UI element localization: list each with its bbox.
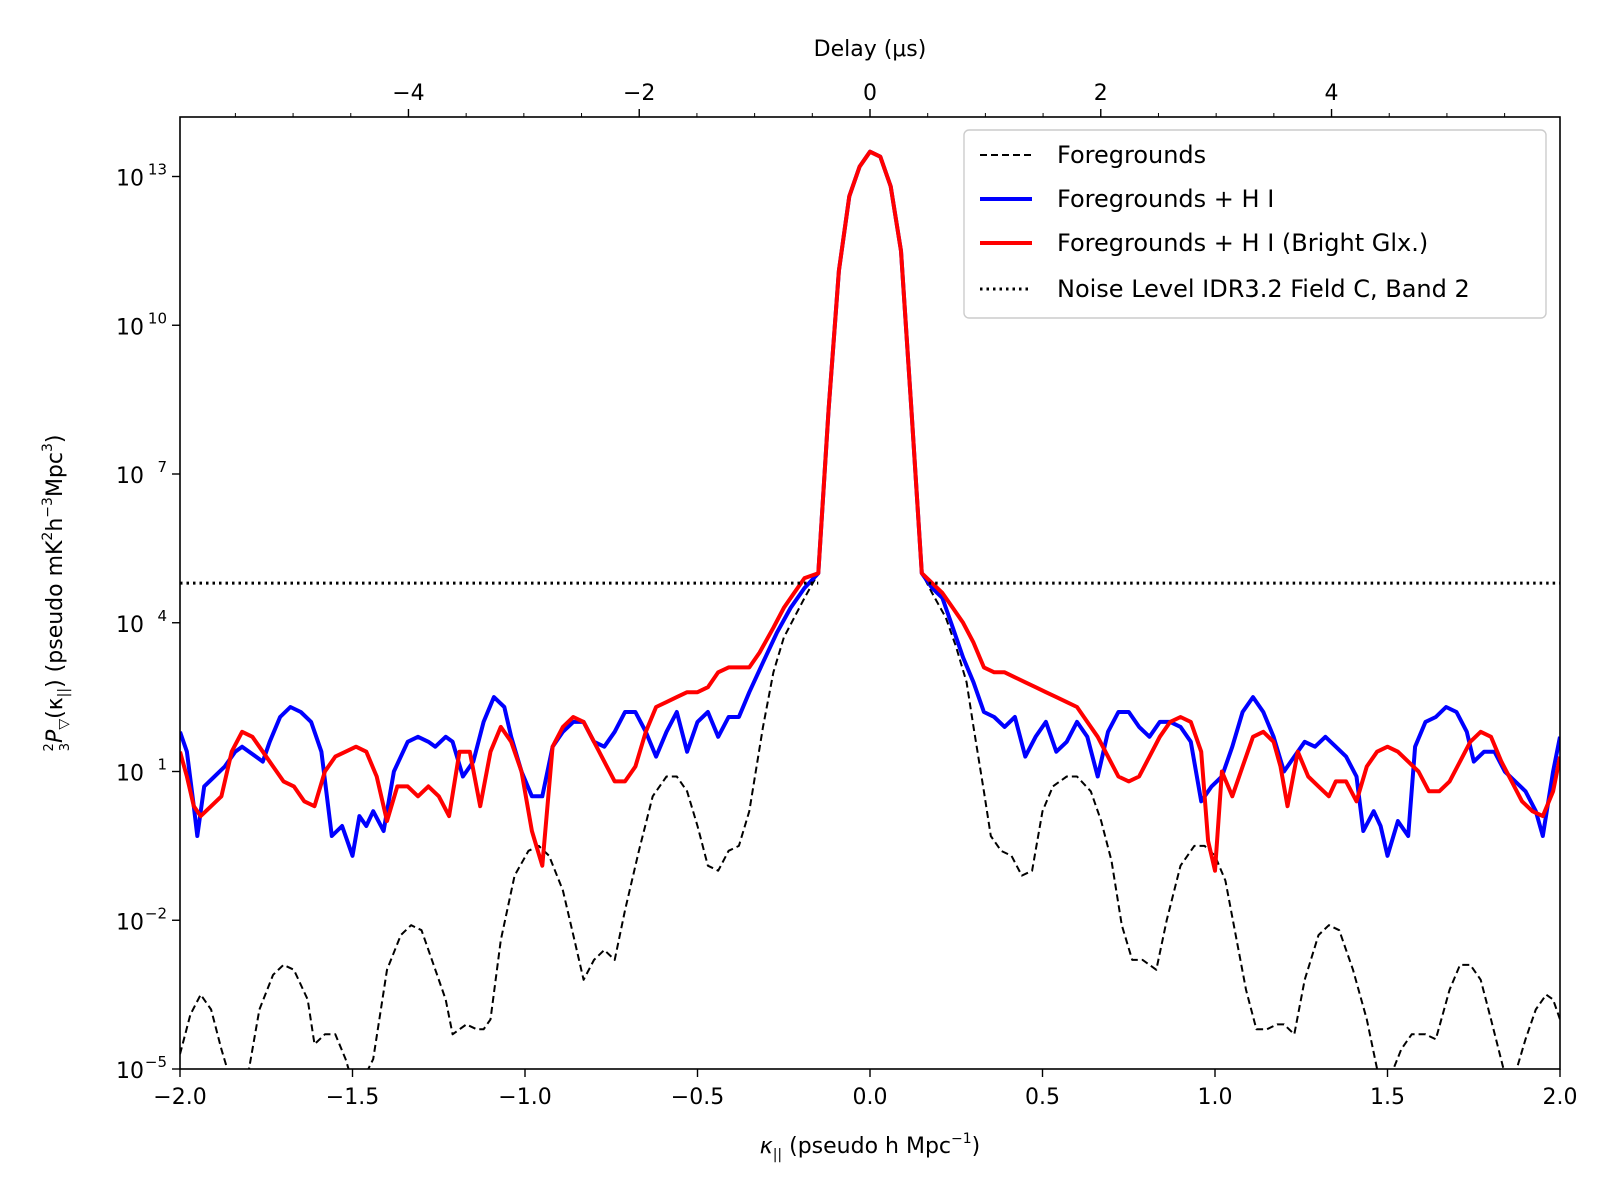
series-bright-glx-line [180, 149, 1560, 873]
top-tick-label: 4 [1325, 81, 1339, 106]
y-axis-label: 23P▽(κ||) (pseudo mK2h−3Mpc3) [40, 434, 73, 751]
y-tick-exponent: −2 [145, 904, 167, 922]
top-axis-ticks: −4 −2 0 2 4 [234, 81, 1506, 117]
y-tick-exponent: 1 [157, 756, 167, 774]
series-foregrounds-line [180, 150, 1560, 1069]
legend-label-noise: Noise Level IDR3.2 Field C, Band 2 [1057, 275, 1470, 303]
legend-label-hi: Foregrounds + H I [1057, 185, 1274, 213]
x-tick-label: 0.0 [853, 1085, 888, 1110]
legend: Foregrounds Foregrounds + H I Foreground… [963, 129, 1547, 319]
top-tick-label: −4 [392, 81, 424, 106]
legend-box [963, 129, 1547, 319]
x-tick-label: −1.5 [326, 1085, 379, 1110]
y-tick-exponent: 7 [157, 458, 167, 476]
top-tick-label: −2 [623, 81, 655, 106]
y-tick-label: 10 [116, 464, 144, 489]
x-tick-label: 1.0 [1198, 1085, 1233, 1110]
x-tick-label: 1.5 [1370, 1085, 1405, 1110]
legend-label-foregrounds: Foregrounds [1057, 141, 1206, 169]
top-axis-label: Delay (μs) [814, 37, 927, 62]
y-tick-exponent: −5 [145, 1053, 167, 1071]
top-tick-label: 0 [863, 81, 877, 106]
y-tick-label: 10 [116, 315, 144, 340]
y-tick-exponent: 4 [157, 607, 167, 625]
x-tick-label: −0.5 [671, 1085, 724, 1110]
legend-label-bright: Foregrounds + H I (Bright Glx.) [1057, 229, 1428, 257]
x-tick-label: 0.5 [1025, 1085, 1060, 1110]
x-axis-label: κ|| (pseudo h Mpc−1) [760, 1131, 981, 1163]
y-tick-exponent: 13 [148, 161, 167, 179]
y-tick-label: 10 [116, 762, 144, 787]
x-tick-label: 2.0 [1543, 1085, 1578, 1110]
series-layer [180, 149, 1560, 1069]
y-tick-label: 10 [116, 613, 144, 638]
y-tick-label: 10 [116, 1059, 144, 1084]
y-tick-exponent: 10 [148, 309, 167, 327]
svg-text:23P▽(κ||) (pseudo mK2h−3Mpc3): 23P▽(κ||) (pseudo mK2h−3Mpc3) [40, 434, 73, 751]
top-tick-label: 2 [1094, 81, 1108, 106]
x-tick-label: −2.0 [153, 1085, 206, 1110]
y-tick-label: 10 [116, 910, 144, 935]
x-tick-label: −1.0 [498, 1085, 551, 1110]
x-axis-ticks: −2.0 −1.5 −1.0 −0.5 0.0 0.5 1.0 1.5 2.0 [153, 1069, 1578, 1110]
y-tick-label: 10 [116, 167, 144, 192]
